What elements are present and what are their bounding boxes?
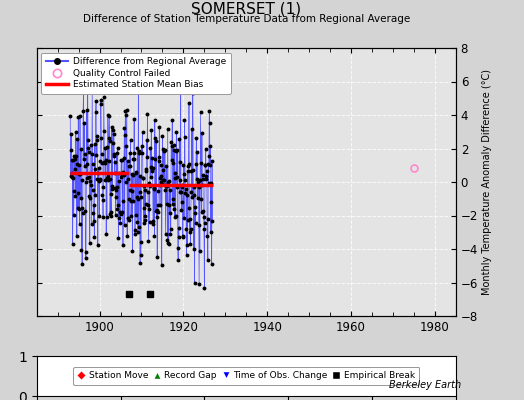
Text: Berkeley Earth: Berkeley Earth: [389, 380, 461, 390]
Legend: Difference from Regional Average, Quality Control Failed, Estimated Station Mean: Difference from Regional Average, Qualit…: [41, 52, 231, 94]
Y-axis label: Monthly Temperature Anomaly Difference (°C): Monthly Temperature Anomaly Difference (…: [482, 69, 492, 295]
Legend: Station Move, Record Gap, Time of Obs. Change, Empirical Break: Station Move, Record Gap, Time of Obs. C…: [73, 367, 419, 385]
Text: Difference of Station Temperature Data from Regional Average: Difference of Station Temperature Data f…: [83, 14, 410, 24]
Text: SOMERSET (1): SOMERSET (1): [191, 2, 301, 17]
